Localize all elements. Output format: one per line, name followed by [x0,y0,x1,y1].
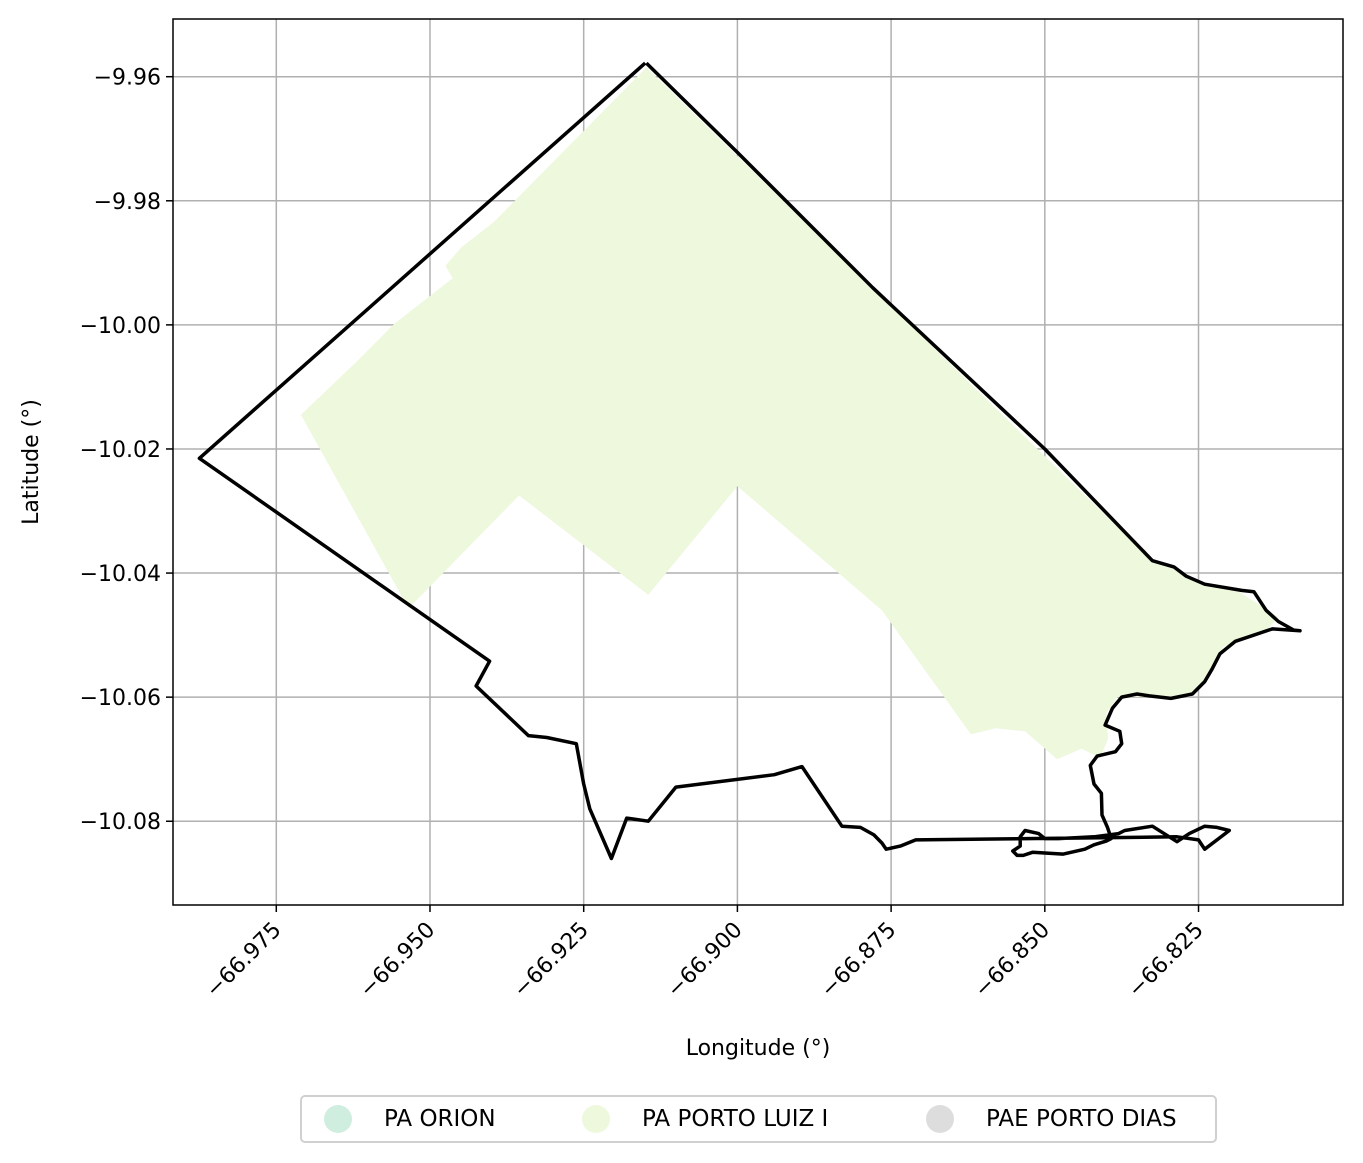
y-axis-label: Latitude (°) [19,399,44,525]
legend-item-pae-porto-dias: PAE PORTO DIAS [926,1097,1177,1141]
x-tick-label: −66.925 [509,918,594,1003]
x-tick-label: −66.975 [201,918,286,1003]
x-axis-ticks: −66.975 −66.950 −66.925 −66.900 −66.875 −66.8… [201,905,1209,1003]
pae-porto-dias-swatch [926,1105,954,1133]
legend-label: PA ORION [384,1106,496,1132]
plot-frame [172,18,1344,906]
y-tick-label: −10.04 [80,562,161,587]
y-tick-label: −10.00 [80,314,161,339]
x-tick-label: −66.950 [355,918,440,1003]
x-tick-label: −66.850 [970,918,1055,1003]
y-axis-ticks: −9.96 −9.98 −10.00 −10.02 −10.04 −10.06 −10.08 [80,66,173,835]
x-axis-label: Longitude (°) [686,1036,831,1061]
legend-label: PAE PORTO DIAS [986,1106,1177,1132]
x-tick-label: −66.875 [816,918,901,1003]
legend-label: PA PORTO LUIZ I [642,1106,829,1132]
y-tick-label: −10.02 [80,438,161,463]
y-tick-label: −10.06 [80,686,161,711]
legend-item-pa-orion: PA ORION [324,1097,496,1141]
x-tick-label: −66.900 [662,918,747,1003]
y-tick-label: −9.96 [94,66,161,91]
legend-item-pa-porto-luiz-i: PA PORTO LUIZ I [582,1097,828,1141]
pa-porto-luiz-i-swatch [582,1105,610,1133]
y-tick-label: −9.98 [94,190,161,215]
y-tick-label: −10.08 [80,810,161,835]
pa-orion-swatch [324,1105,352,1133]
x-tick-label: −66.825 [1124,918,1209,1003]
boundary-outline [197,61,1302,861]
pa-porto-luiz-i-region [300,67,1279,760]
legend: PA ORION PA PORTO LUIZ I PAE PORTO DIAS [300,1095,1217,1143]
